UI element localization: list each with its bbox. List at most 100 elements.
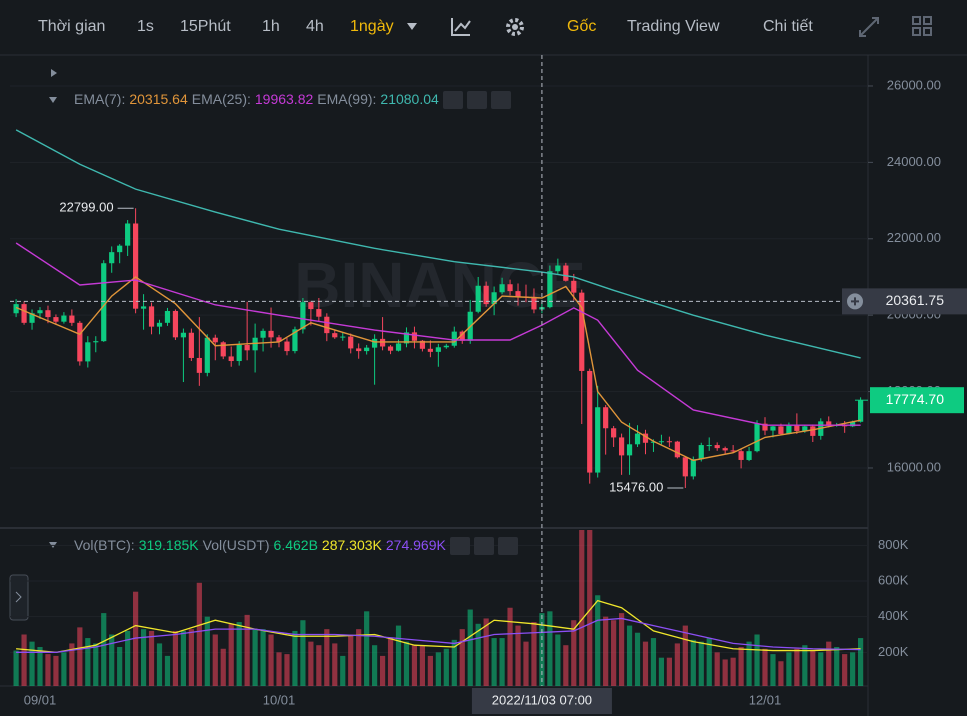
volume-bar (499, 638, 505, 686)
candle-body (395, 343, 402, 351)
volume-bar (491, 638, 497, 686)
volume-bar (228, 623, 234, 686)
crosshair-date-tag (471, 688, 612, 714)
candle-body (364, 347, 370, 352)
candle-body (379, 338, 386, 347)
ema-legend: EMA(7): 20315.64 EMA(25): 19963.82 EMA(99): 2… (74, 91, 515, 110)
candle-body (196, 357, 202, 373)
candle-body (387, 346, 394, 351)
candle-body (738, 451, 744, 460)
dropdown-arrow[interactable] (407, 23, 417, 30)
toolbar-item[interactable]: 1h (262, 18, 280, 35)
high-label: 22799.00 (59, 200, 113, 215)
candle-body (690, 459, 696, 477)
fullscreen-icon[interactable] (859, 17, 879, 37)
settings-icon[interactable] (506, 18, 524, 36)
toolbar-item[interactable]: Thời gian (38, 18, 105, 35)
volume-bar (850, 652, 856, 686)
toolbar-item[interactable]: Chi tiết (763, 18, 813, 35)
indicator-line (16, 599, 861, 653)
volume-bar (403, 641, 410, 686)
candle-body (563, 265, 569, 281)
volume-bar (212, 634, 218, 686)
candle-body (443, 345, 449, 348)
candle-body (603, 407, 609, 429)
candle-body (411, 332, 418, 341)
volume-bar (467, 609, 473, 686)
candle-body (547, 271, 553, 308)
candle-body (499, 284, 505, 293)
volume-bar (93, 643, 99, 686)
candle-body (117, 245, 123, 253)
volume-bar (682, 625, 688, 686)
candle-body (778, 426, 784, 434)
collapse-arrow[interactable] (49, 97, 57, 103)
candle-body (658, 441, 665, 443)
candle-body (587, 370, 593, 473)
indicator-line (15, 129, 861, 359)
volume-bar (196, 582, 202, 686)
legend-button[interactable] (449, 537, 470, 556)
volume-bar (188, 629, 194, 686)
volume-bar (260, 629, 266, 686)
candle-body (674, 441, 680, 458)
indicator-icon[interactable] (451, 18, 471, 36)
volume-bar (156, 643, 163, 686)
volume-bar (539, 613, 545, 686)
candle-body (507, 284, 513, 292)
volume-bar (379, 655, 386, 686)
candle-body (642, 433, 649, 443)
volume-bar (443, 648, 449, 686)
candle-body (228, 356, 234, 362)
toolbar-item[interactable]: 4h (306, 18, 324, 35)
candle-body (491, 292, 497, 305)
volume-bar (117, 646, 123, 686)
volume-bar (603, 616, 609, 686)
legend-button[interactable] (497, 537, 518, 556)
candle-body (650, 441, 657, 443)
legend-button[interactable] (490, 91, 511, 110)
volume-bar (140, 629, 147, 686)
add-alert-plus (851, 297, 859, 306)
volume-bar (204, 616, 210, 686)
candle-body (826, 421, 832, 425)
volume-bar (395, 625, 402, 686)
candle-body (483, 285, 489, 305)
toolbar-item[interactable]: 15Phút (180, 18, 231, 35)
side-button[interactable] (9, 574, 29, 621)
candle-body (292, 329, 298, 352)
toolbar-item[interactable]: Gốc (567, 18, 596, 35)
candle-body (148, 306, 155, 327)
volume-bar (85, 638, 91, 686)
legend-name: EMA(99): (317, 91, 377, 107)
volume-bar (571, 620, 577, 686)
legend-button (442, 91, 463, 110)
volume-bar (666, 657, 672, 686)
candle-body (140, 306, 147, 309)
volume-legend: Vol(BTC): 319.185K Vol(USDT) 6.462B 287.303K… (74, 537, 522, 556)
volume-bar (563, 645, 569, 686)
collapse-arrow[interactable] (51, 69, 57, 77)
candle-body (356, 348, 362, 352)
candle-body (372, 338, 378, 348)
volume-bar (507, 607, 513, 686)
candle-body (515, 291, 521, 297)
toolbar-item[interactable]: 1s (137, 18, 154, 35)
legend-item: Vol(USDT) (202, 537, 270, 553)
volume-bar (387, 638, 394, 686)
volume-bar (284, 654, 290, 686)
layout-icon[interactable] (912, 16, 932, 36)
volume-bar (658, 657, 665, 686)
toolbar-item[interactable]: Trading View (627, 18, 720, 35)
legend-name: EMA(7): (74, 91, 126, 107)
y-tick-label: 26000.00 (887, 77, 941, 92)
legend-button[interactable] (473, 537, 494, 556)
volume-bar (746, 641, 752, 686)
volume-bar (611, 620, 617, 686)
candle-body (21, 304, 27, 323)
candle-body (284, 341, 290, 352)
crosshair-price: 20361.75 (886, 292, 945, 308)
toolbar-item[interactable]: 1ngày (350, 18, 394, 35)
candle-body (634, 433, 641, 445)
indicator-line (15, 276, 861, 462)
